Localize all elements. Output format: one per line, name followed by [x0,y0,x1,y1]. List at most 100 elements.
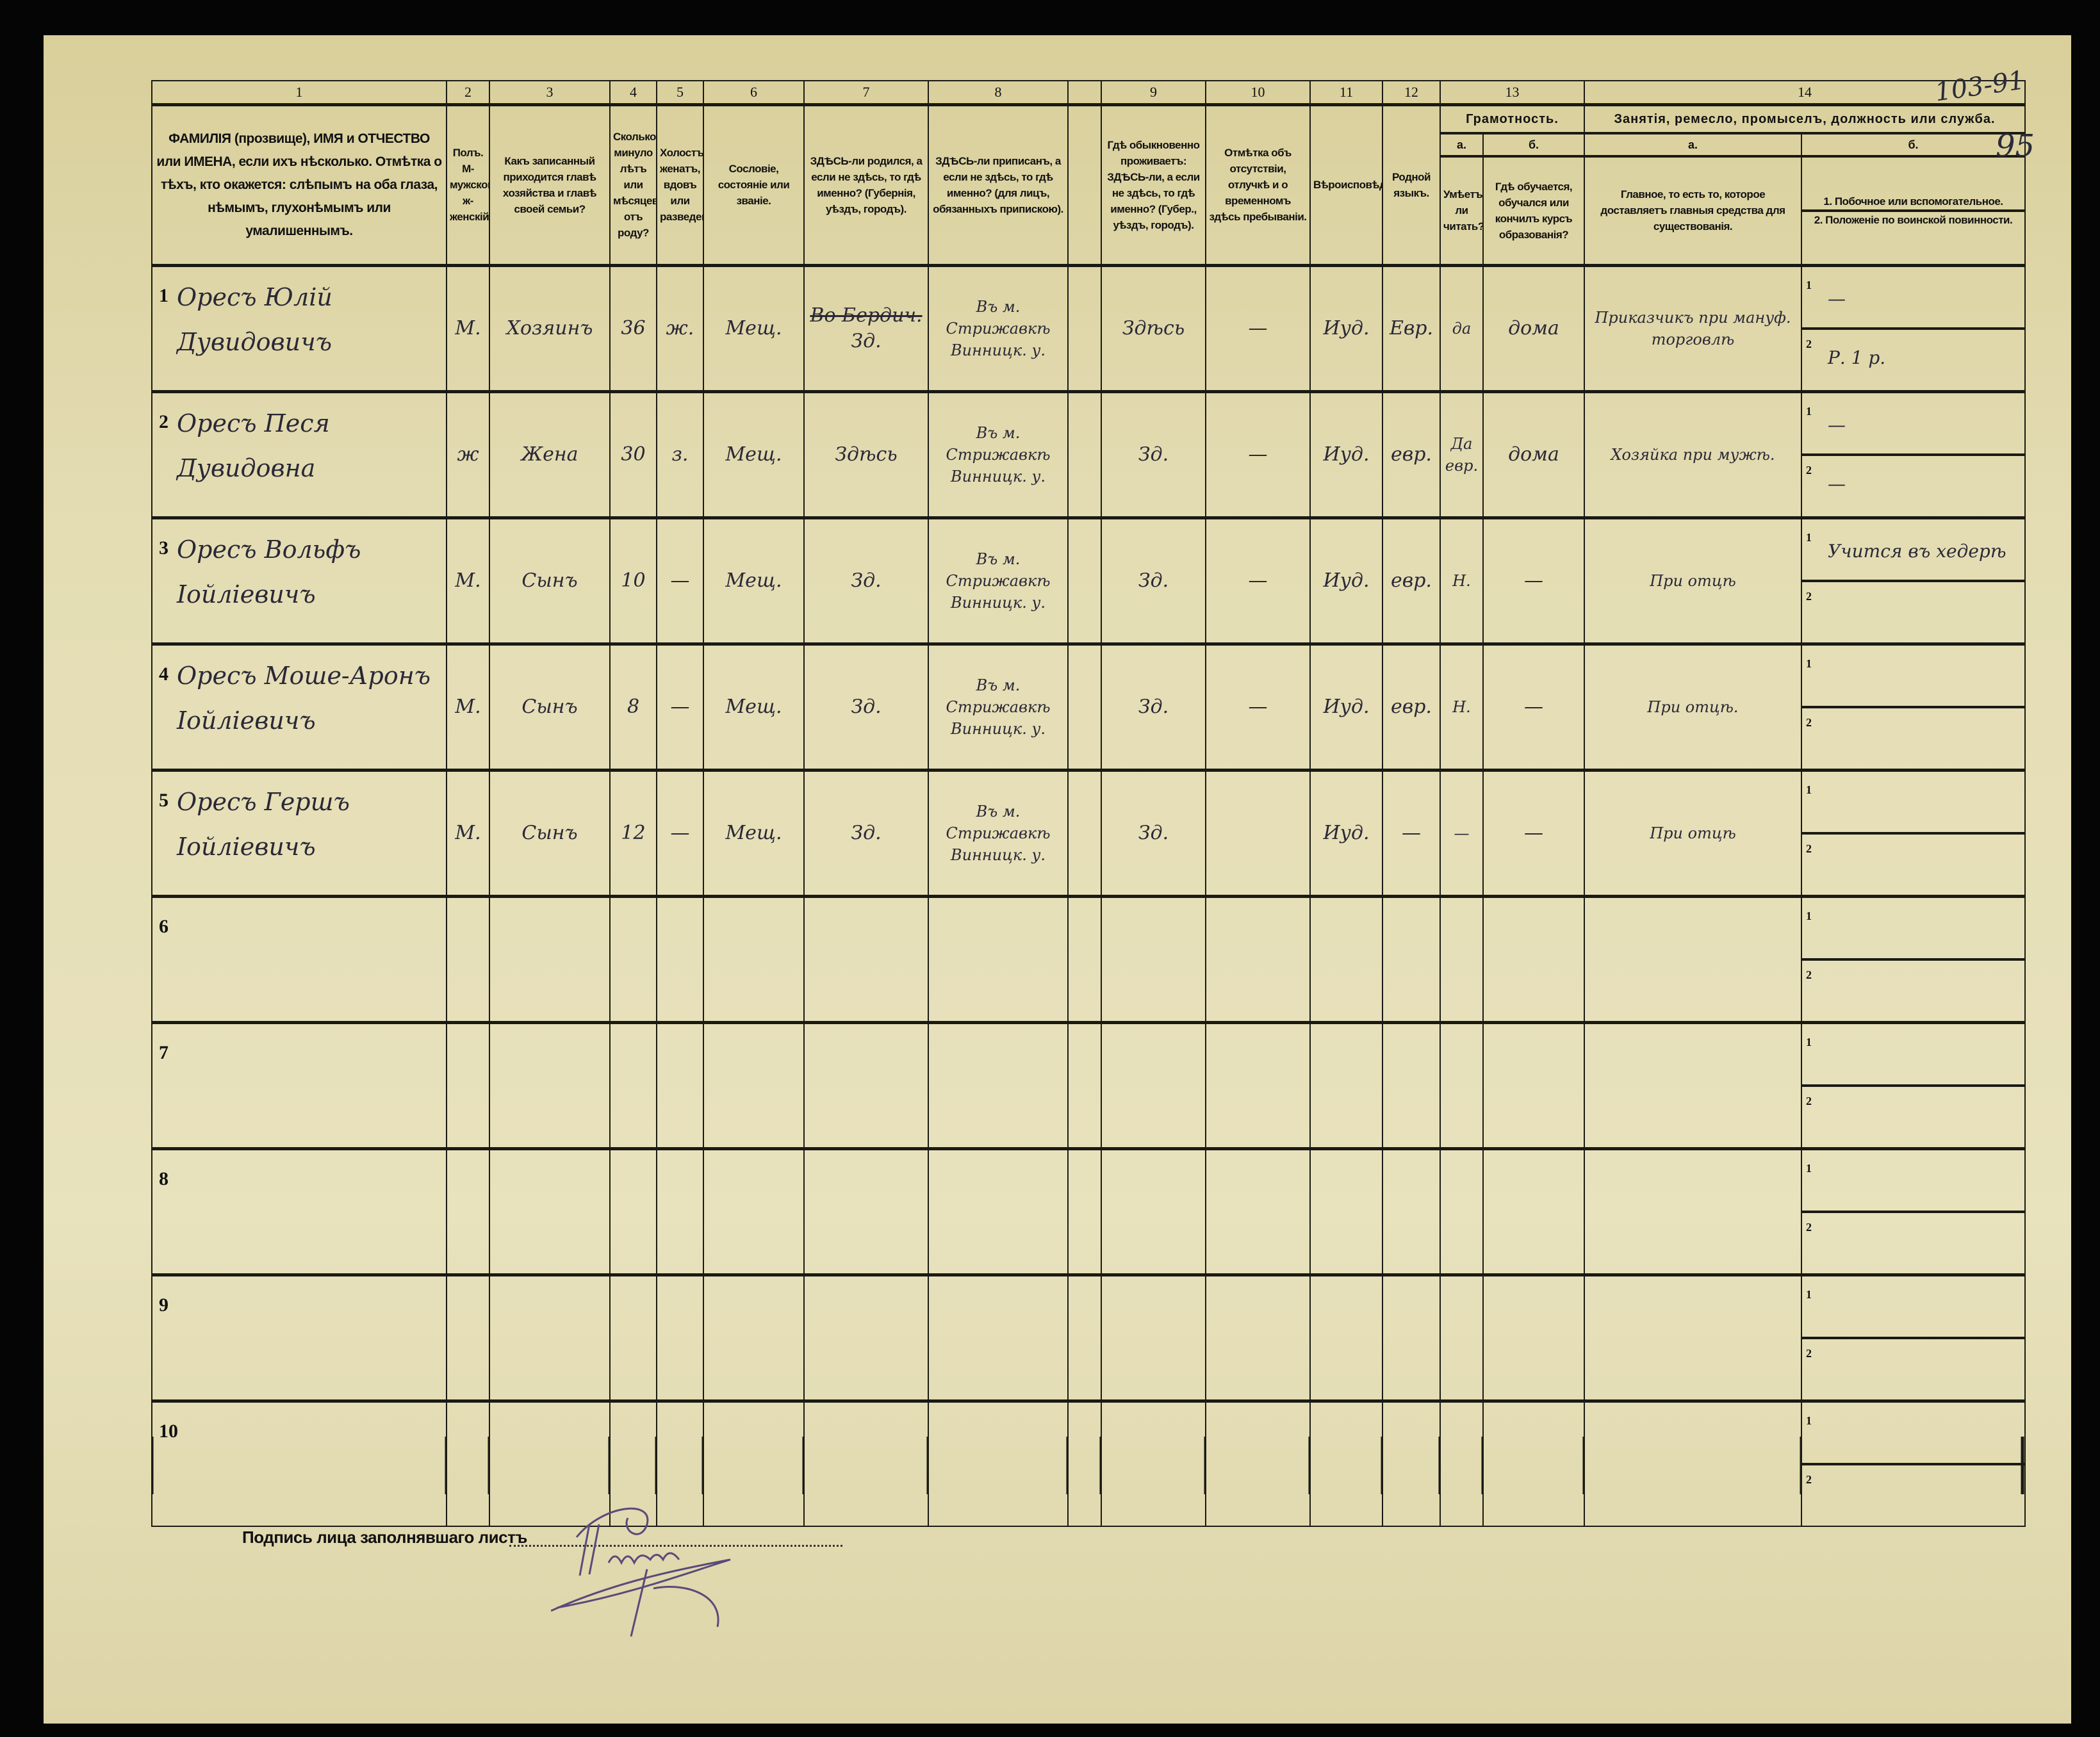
birthplace-value: Зд. [851,695,882,718]
col-number: 14 [1584,80,2026,106]
table-row: 4 Оресъ Моше-Аронъ Іойліевичъ М. Сынъ 8— Мещ.… [151,642,2026,771]
census-table: 1 2 3 4 5 6 7 8 9 10 11 12 13 14 ФАМИЛІЯ… [151,80,2026,1527]
cell-language [1382,1146,1441,1275]
cell-relation: Сынъ [489,516,611,644]
cell-birthplace: Зд. [803,516,929,644]
cell-education [1482,1399,1585,1527]
subrow-number: 2 [1806,968,1812,981]
subrow-military: 2 [1803,1087,2024,1143]
cell-absence [1205,1399,1311,1527]
col-number: 1 [151,80,447,106]
table-row: 7 1 2 [151,1020,2026,1149]
census-rows: 1 Оресъ Юлій Дувидовичъ М. Хозяинъ 36 ж. Мещ. В… [151,263,2026,1527]
cell-religion: Иуд. [1309,642,1383,771]
cell-relation: Сынъ [489,642,611,771]
col-spacer [1067,80,1102,106]
subrow-side-occupation: 1 [1803,1280,2024,1339]
cell-occupation [1584,1273,1802,1401]
cell-sex: М. [446,642,490,771]
cell-registered [928,894,1069,1023]
col-number: 3 [489,80,611,106]
cell-absence [1205,1020,1311,1149]
subrow-number: 1 [1806,1287,1812,1301]
subrow-military: 2 Р. 1 р. [1803,330,2024,386]
subrow-military: 2 [1803,1465,2024,1522]
table-row: 2 Оресъ Песя Дувидовна ж Жена 30 з. Мещ. Здѣсь В… [151,389,2026,518]
cell-marital [656,1146,704,1275]
cell-occupation: Хозяйка при мужѣ. [1584,389,1802,518]
subrow-number: 1 [1806,1035,1812,1048]
cell-language [1382,894,1441,1023]
cell-estate [703,1399,805,1527]
birthplace-value: Здѣсь [835,443,898,466]
person-name: Оресъ Вольфъ Іойліевичъ [177,535,361,608]
header-14a-letter: а. [1584,133,1802,158]
cell-religion: Иуд. [1309,263,1383,392]
cell-religion: Иуд. [1309,768,1383,897]
cell-occupation [1584,1399,1802,1527]
cell-residence: Зд. [1101,389,1206,518]
cell-name: 8 [151,1146,447,1275]
cell-marital: — [656,516,704,644]
col-number: 11 [1309,80,1383,106]
subrow-side-occupation: 1 [1803,1407,2024,1465]
row-number: 8 [159,1168,168,1189]
cell-relation: Сынъ [489,768,611,897]
cell-sex: М. [446,516,490,644]
subrow-side-occupation: 1 Учится въ хедерѣ [1803,523,2024,582]
cell-absence [1205,1273,1311,1401]
subrow-number: 1 [1806,1161,1812,1175]
cell-marital: з. [656,389,704,518]
subrow-side-occupation: 1— [1803,397,2024,456]
cell-sex [446,894,490,1023]
col-number: 12 [1382,80,1441,106]
cell-birthplace: Зд. [803,768,929,897]
cell-absence: — [1205,642,1311,771]
cell-occupation: При отцѣ [1584,768,1802,897]
subrow-side-occupation: 1 [1803,776,2024,835]
cell-spacer [1067,642,1102,771]
cell-spacer [1067,1020,1102,1149]
cell-language: евр. [1382,389,1441,518]
cell-occupation [1584,1020,1802,1149]
cell-name: 3 Оресъ Вольфъ Іойліевичъ [151,516,447,644]
cell-absence [1205,894,1311,1023]
cell-marital [656,894,704,1023]
cell-marital: ж. [656,263,704,392]
cell-registered: Въ м. Стрижавкѣ Винницк. у. [928,642,1069,771]
cell-estate: Мещ. [703,389,805,518]
header-language: Родной языкъ. [1382,104,1441,266]
subrow-number: 2 [1806,715,1812,729]
cell-residence [1101,1273,1206,1401]
cell-literate: Н. [1440,516,1484,644]
subrow-military: 2 [1803,1213,2024,1269]
subrow-side-occupation: 1 [1803,1028,2024,1087]
cell-residence [1101,1020,1206,1149]
archive-page-number: 95 [1996,128,2035,164]
row-number: 10 [159,1420,178,1442]
cell-occupation [1584,1146,1802,1275]
cell-absence: — [1205,263,1311,392]
side-occupation-value: Учится въ хедерѣ [1828,540,2006,562]
cell-name: 7 [151,1020,447,1149]
subrow-number: 2 [1806,1220,1812,1234]
cell-education [1482,1146,1585,1275]
header-occupation: Занятія, ремесло, промыселъ, должность и… [1584,104,2026,135]
cell-age: 12 [609,768,657,897]
table-row: 3 Оресъ Вольфъ Іойліевичъ М. Сынъ 10— Мещ. Зд.… [151,516,2026,644]
cell-literate [1440,894,1484,1023]
cell-sex [446,1146,490,1275]
row-number: 5 [159,789,168,811]
cell-age: 10 [609,516,657,644]
cell-religion [1309,1146,1383,1275]
subrow-side-occupation: 1 [1803,902,2024,961]
row-number: 3 [159,537,168,559]
col-number: 5 [656,80,704,106]
header-literacy: Грамотность. [1440,104,1585,135]
cell-literate: — [1440,768,1484,897]
signature-line [509,1545,842,1547]
cell-sex [446,1020,490,1149]
cell-religion: Иуд. [1309,389,1383,518]
